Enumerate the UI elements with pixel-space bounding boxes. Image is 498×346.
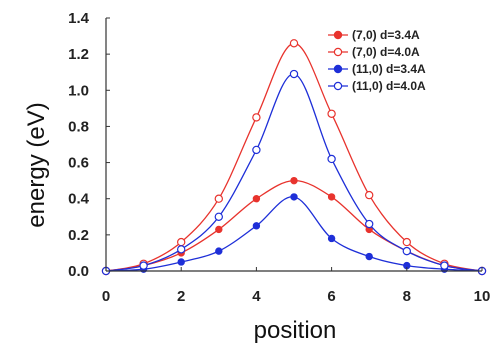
legend-marker-3 <box>333 81 343 91</box>
x-tick-label: 2 <box>177 288 185 305</box>
data-point-s0-5 <box>290 176 298 185</box>
data-point-s3-7 <box>365 219 374 229</box>
legend-marker-2 <box>333 64 343 74</box>
data-point-s2-6 <box>327 234 336 243</box>
data-point-s0-6 <box>327 193 336 201</box>
data-point-s1-8 <box>402 237 411 247</box>
y-tick-label: 1.0 <box>68 82 89 99</box>
data-point-s3-6 <box>327 154 336 164</box>
y-tick-label: 1.4 <box>68 10 90 27</box>
x-tick-label: 8 <box>403 288 411 305</box>
data-point-s1-4 <box>252 113 261 122</box>
y-axis-title: energy (eV) <box>23 102 50 227</box>
legend-label-1: (7,0) d=4.0A <box>352 45 420 59</box>
y-tick-label: 0.8 <box>68 118 89 135</box>
data-point-s3-1 <box>139 261 148 270</box>
x-tick-label: 0 <box>102 288 110 305</box>
y-tick-label: 0.6 <box>68 155 89 172</box>
data-point-s3-9 <box>440 261 449 270</box>
data-point-s3-8 <box>402 246 411 256</box>
data-point-s2-3 <box>215 247 223 255</box>
data-point-s0-4 <box>252 195 261 203</box>
series-line-3 <box>105 73 483 272</box>
legend-marker-0 <box>333 30 343 40</box>
x-axis-title: position <box>254 317 337 344</box>
data-point-s3-5 <box>289 69 299 79</box>
x-tick-label: 6 <box>327 288 335 305</box>
data-point-s3-2 <box>176 245 186 254</box>
data-point-s2-2 <box>177 258 185 266</box>
data-point-s2-7 <box>365 252 373 261</box>
data-point-s2-5 <box>290 193 298 201</box>
data-point-s1-2 <box>176 237 186 247</box>
legend-marker-1 <box>333 47 343 57</box>
legend-label-3: (11,0) d=4.0A <box>352 79 426 93</box>
data-point-s1-3 <box>214 194 223 203</box>
x-tick-label: 10 <box>474 288 491 305</box>
data-point-s3-3 <box>214 212 223 221</box>
data-point-s1-5 <box>289 39 299 48</box>
y-tick-label: 0.4 <box>68 191 90 208</box>
data-point-s1-6 <box>327 109 336 118</box>
legend-label-0: (7,0) d=3.4A <box>352 28 420 42</box>
legend-label-2: (11,0) d=3.4A <box>352 62 426 76</box>
data-point-s3-4 <box>252 145 261 155</box>
x-tick-label: 4 <box>252 288 261 305</box>
y-tick-label: 0.2 <box>68 227 89 244</box>
data-point-s0-3 <box>215 225 223 234</box>
y-tick-label: 0.0 <box>68 263 89 280</box>
data-point-s2-4 <box>252 222 261 230</box>
y-tick-label: 1.2 <box>68 46 89 63</box>
data-point-s1-7 <box>365 190 374 200</box>
